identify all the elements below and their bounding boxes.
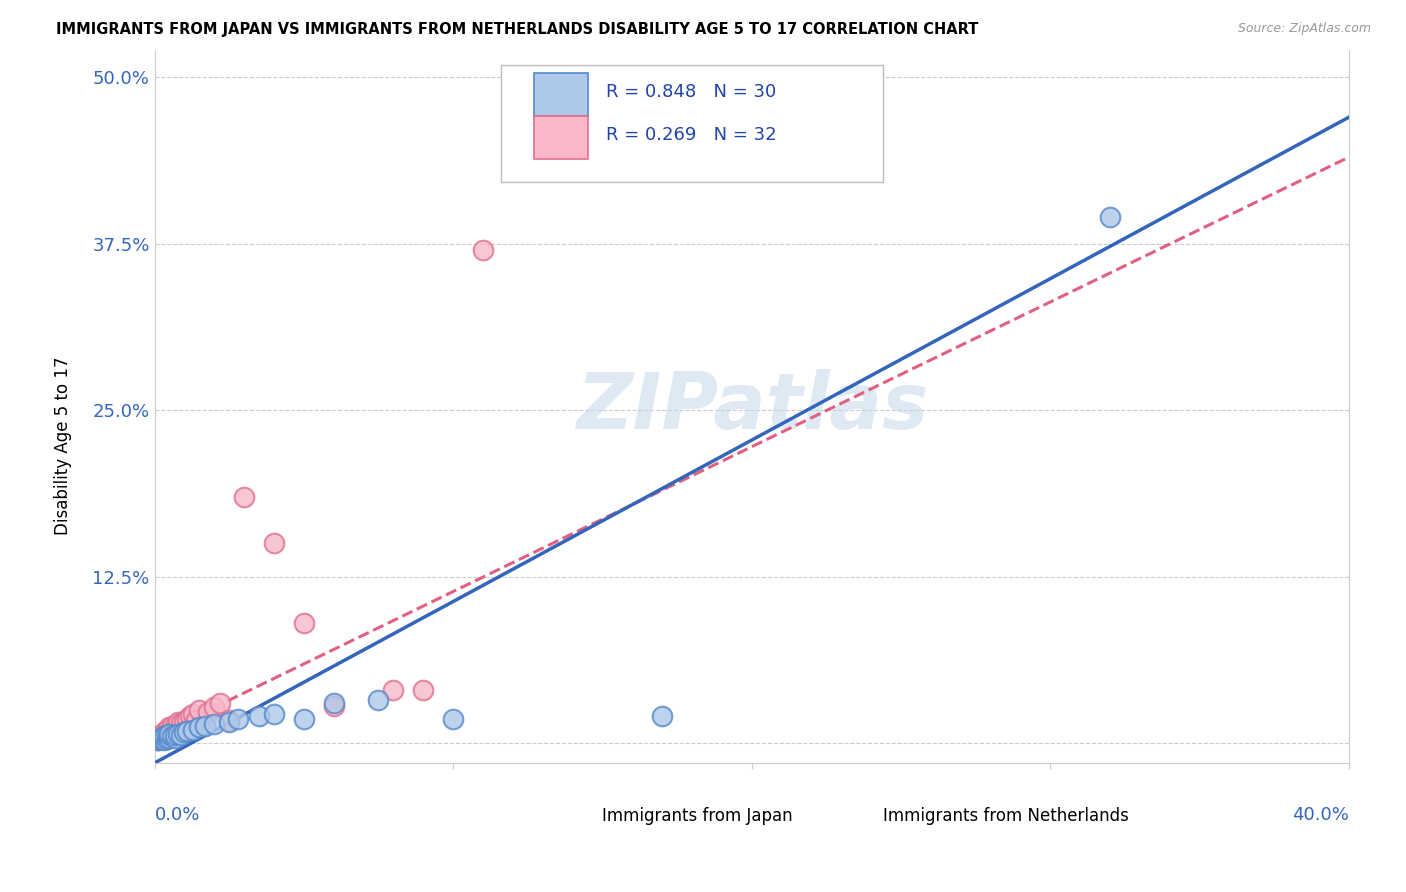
Point [412, 682, 434, 697]
FancyBboxPatch shape [501, 65, 883, 183]
Bar [534, 73, 588, 116]
Point [152, 729, 174, 743]
Point [179, 709, 201, 723]
Bar [548, 798, 595, 834]
Text: 40.0%: 40.0% [1292, 805, 1348, 823]
Text: R = 0.848   N = 30: R = 0.848 N = 30 [606, 83, 776, 101]
Point [155, 731, 177, 746]
Text: ZIPatlas: ZIPatlas [575, 368, 928, 445]
Point [170, 716, 193, 731]
Point [263, 706, 285, 721]
Point [152, 733, 174, 747]
Point [197, 706, 219, 720]
Text: 0.0%: 0.0% [155, 805, 200, 823]
Point [651, 709, 673, 723]
Point [367, 693, 389, 707]
Point [226, 712, 249, 726]
Point [155, 723, 177, 737]
Point [170, 728, 193, 742]
Point [162, 722, 184, 736]
Text: Source: ZipAtlas.com: Source: ZipAtlas.com [1237, 22, 1371, 36]
Point [149, 731, 172, 745]
Point [159, 724, 181, 739]
Point [162, 729, 184, 743]
Point [159, 727, 181, 741]
Point [218, 714, 240, 729]
Point [202, 700, 225, 714]
Text: Immigrants from Netherlands: Immigrants from Netherlands [883, 807, 1129, 825]
Point [149, 731, 172, 746]
Point [149, 731, 172, 745]
Text: R = 0.269   N = 32: R = 0.269 N = 32 [606, 126, 776, 144]
Point [194, 719, 217, 733]
Point [165, 720, 187, 734]
Point [167, 714, 190, 729]
Point [202, 717, 225, 731]
Point [155, 728, 177, 742]
Bar [534, 116, 588, 159]
Point [188, 703, 211, 717]
Text: IMMIGRANTS FROM JAPAN VS IMMIGRANTS FROM NETHERLANDS DISABILITY AGE 5 TO 17 CORR: IMMIGRANTS FROM JAPAN VS IMMIGRANTS FROM… [56, 22, 979, 37]
Point [149, 728, 172, 742]
Point [188, 720, 211, 734]
Point [382, 682, 405, 697]
Point [159, 720, 181, 734]
Bar [830, 798, 875, 834]
Point [209, 696, 232, 710]
Point [155, 727, 177, 741]
Point [247, 709, 270, 723]
Point [233, 490, 256, 504]
Point [165, 728, 187, 742]
Point [146, 733, 169, 747]
Point [263, 536, 285, 550]
Point [218, 714, 240, 728]
Point [176, 712, 198, 726]
Point [173, 714, 195, 729]
Point [173, 725, 195, 739]
Point [292, 712, 315, 726]
Point [322, 696, 344, 710]
Point [472, 244, 495, 258]
Text: Disability Age 5 to 17: Disability Age 5 to 17 [55, 357, 72, 535]
Point [292, 616, 315, 631]
Point [186, 714, 208, 728]
Point [183, 723, 205, 737]
Point [183, 706, 205, 721]
Point [167, 717, 190, 731]
Point [1098, 210, 1121, 224]
Point [146, 733, 169, 747]
Point [165, 731, 187, 745]
Point [162, 719, 184, 733]
Point [152, 729, 174, 743]
Point [322, 698, 344, 713]
Point [159, 731, 181, 745]
Point [441, 712, 464, 726]
Point [176, 724, 198, 739]
Point [167, 727, 190, 741]
Text: Immigrants from Japan: Immigrants from Japan [602, 807, 793, 825]
Point [152, 725, 174, 739]
